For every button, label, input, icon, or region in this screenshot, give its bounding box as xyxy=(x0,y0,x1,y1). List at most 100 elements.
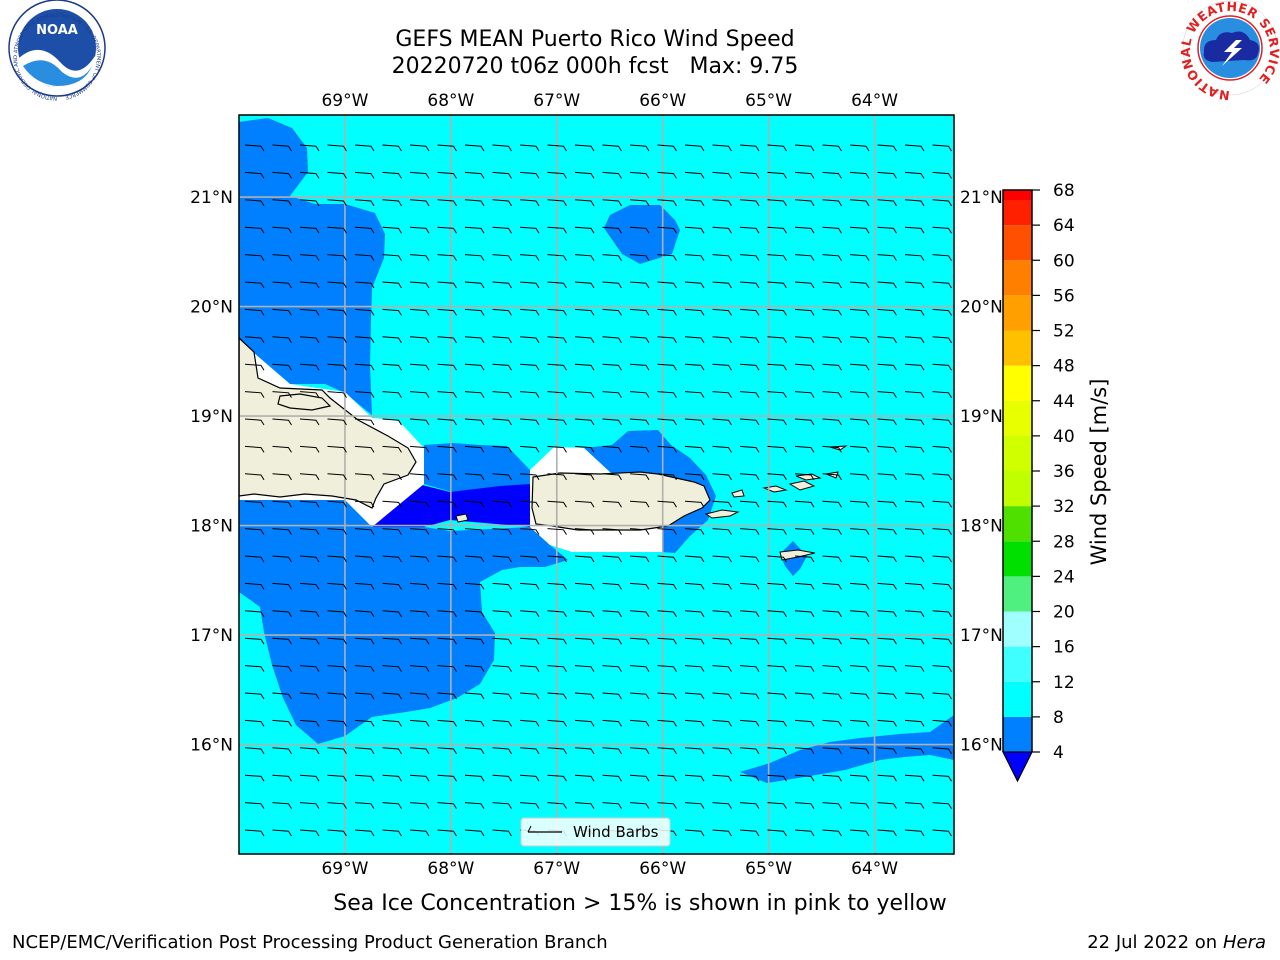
wind-barb xyxy=(244,418,265,426)
colorbar-tick-label: 4 xyxy=(1053,743,1064,763)
lon-tick-label: 66°W xyxy=(639,859,686,879)
wind-barb xyxy=(684,500,705,508)
wind-barb xyxy=(437,199,457,207)
wind-barb xyxy=(849,802,870,809)
wind-barb xyxy=(712,747,732,755)
wind-barb xyxy=(547,555,567,563)
wind-barb xyxy=(767,473,787,481)
wind-barb xyxy=(794,254,815,261)
wind-barb xyxy=(932,281,952,289)
wind-barb xyxy=(684,582,705,590)
colorbar-bin xyxy=(1003,576,1032,612)
wind-barb xyxy=(932,774,952,782)
wind-barb xyxy=(684,171,705,179)
wind-barb xyxy=(712,226,732,234)
colorbar-bin xyxy=(1003,400,1032,436)
wind-barb xyxy=(409,391,430,398)
wind-barb xyxy=(272,363,292,371)
wind-barb xyxy=(877,582,897,590)
wind-barb xyxy=(657,226,677,234)
wind-barb xyxy=(602,665,622,672)
nws-logo: NATIONAL WEATHER SERVICE xyxy=(1178,0,1280,103)
wind-barb xyxy=(739,610,760,618)
wind-barb xyxy=(904,610,925,618)
wind-barb xyxy=(849,308,870,316)
wind-barb xyxy=(492,336,512,344)
wind-barb xyxy=(464,254,485,261)
wind-barb xyxy=(932,500,952,508)
wind-barb xyxy=(849,254,870,261)
wind-barb xyxy=(519,473,540,481)
wind-barb xyxy=(904,363,925,371)
wind-barb xyxy=(492,363,512,371)
wind-barb xyxy=(602,555,622,563)
wind-barb xyxy=(409,171,430,179)
wind-barb xyxy=(327,829,347,837)
wind-barb xyxy=(739,692,760,700)
wind-barb xyxy=(327,747,347,755)
wind-barb xyxy=(712,719,732,727)
wind-barb xyxy=(629,281,650,289)
wind-barb xyxy=(794,308,815,316)
colorbar-bin xyxy=(1003,295,1032,331)
wind-barb xyxy=(822,144,842,152)
wind-barb xyxy=(849,555,870,563)
wind-barb xyxy=(244,281,265,289)
wind-barb xyxy=(904,171,925,179)
wind-barb xyxy=(794,199,815,207)
wind-barb xyxy=(409,747,430,755)
wind-barb xyxy=(409,144,430,152)
wind-barb xyxy=(519,528,540,535)
axis-tick-labels: 69°W 69°W 68°W 68°W 67°W 67°W 66°W 66°W 65°W 65°W… xyxy=(190,91,1003,879)
wind-barb xyxy=(574,500,595,508)
noaa-logo-text: NOAA xyxy=(36,23,78,38)
wind-barb xyxy=(492,528,512,535)
wind-barb xyxy=(382,226,402,234)
wind-barb xyxy=(354,500,375,508)
wind-barb xyxy=(904,226,925,234)
colorbar-tick-label: 12 xyxy=(1053,673,1075,693)
wind-barb xyxy=(299,336,320,344)
wind-barb xyxy=(244,665,265,672)
wind-barb xyxy=(354,802,375,809)
wind-barb xyxy=(904,747,925,755)
wind-barb xyxy=(849,144,870,152)
wind-barb xyxy=(519,692,540,700)
wind-barb xyxy=(794,500,815,508)
wind-barb xyxy=(849,226,870,234)
wind-barb xyxy=(602,281,622,289)
wind-barb xyxy=(382,747,402,755)
wind-barb xyxy=(822,308,842,316)
wind-barb xyxy=(409,774,430,782)
wind-barb xyxy=(299,829,320,837)
wind-barb xyxy=(299,719,320,727)
wind-barb xyxy=(712,774,732,782)
wind-barb xyxy=(932,637,952,645)
wind-barb xyxy=(464,445,485,453)
wind-barb xyxy=(492,555,512,563)
wind-barb xyxy=(464,500,485,508)
wind-barb xyxy=(382,637,402,645)
wind-barb xyxy=(409,445,430,453)
wind-barb xyxy=(574,665,595,672)
colorbar-top-bin xyxy=(1003,190,1032,200)
wind-barb xyxy=(464,719,485,727)
colorbar-bin xyxy=(1003,471,1032,507)
wind-barb xyxy=(437,363,457,371)
wind-barb xyxy=(739,500,760,508)
wind-barb xyxy=(519,802,540,809)
wind-barb xyxy=(519,363,540,371)
wind-barb xyxy=(657,418,677,426)
wind-barb xyxy=(492,418,512,426)
wind-barb xyxy=(409,281,430,289)
wind-barb xyxy=(574,445,595,453)
wind-barb xyxy=(382,555,402,563)
wind-barb xyxy=(244,144,265,152)
wind-barb xyxy=(492,719,512,727)
wind-barb xyxy=(354,445,375,453)
colorbar-tick-label: 64 xyxy=(1053,216,1075,236)
wind-barb xyxy=(877,336,897,344)
wind-barb xyxy=(629,555,650,563)
wind-barb xyxy=(932,418,952,426)
wind-barb xyxy=(464,528,485,535)
